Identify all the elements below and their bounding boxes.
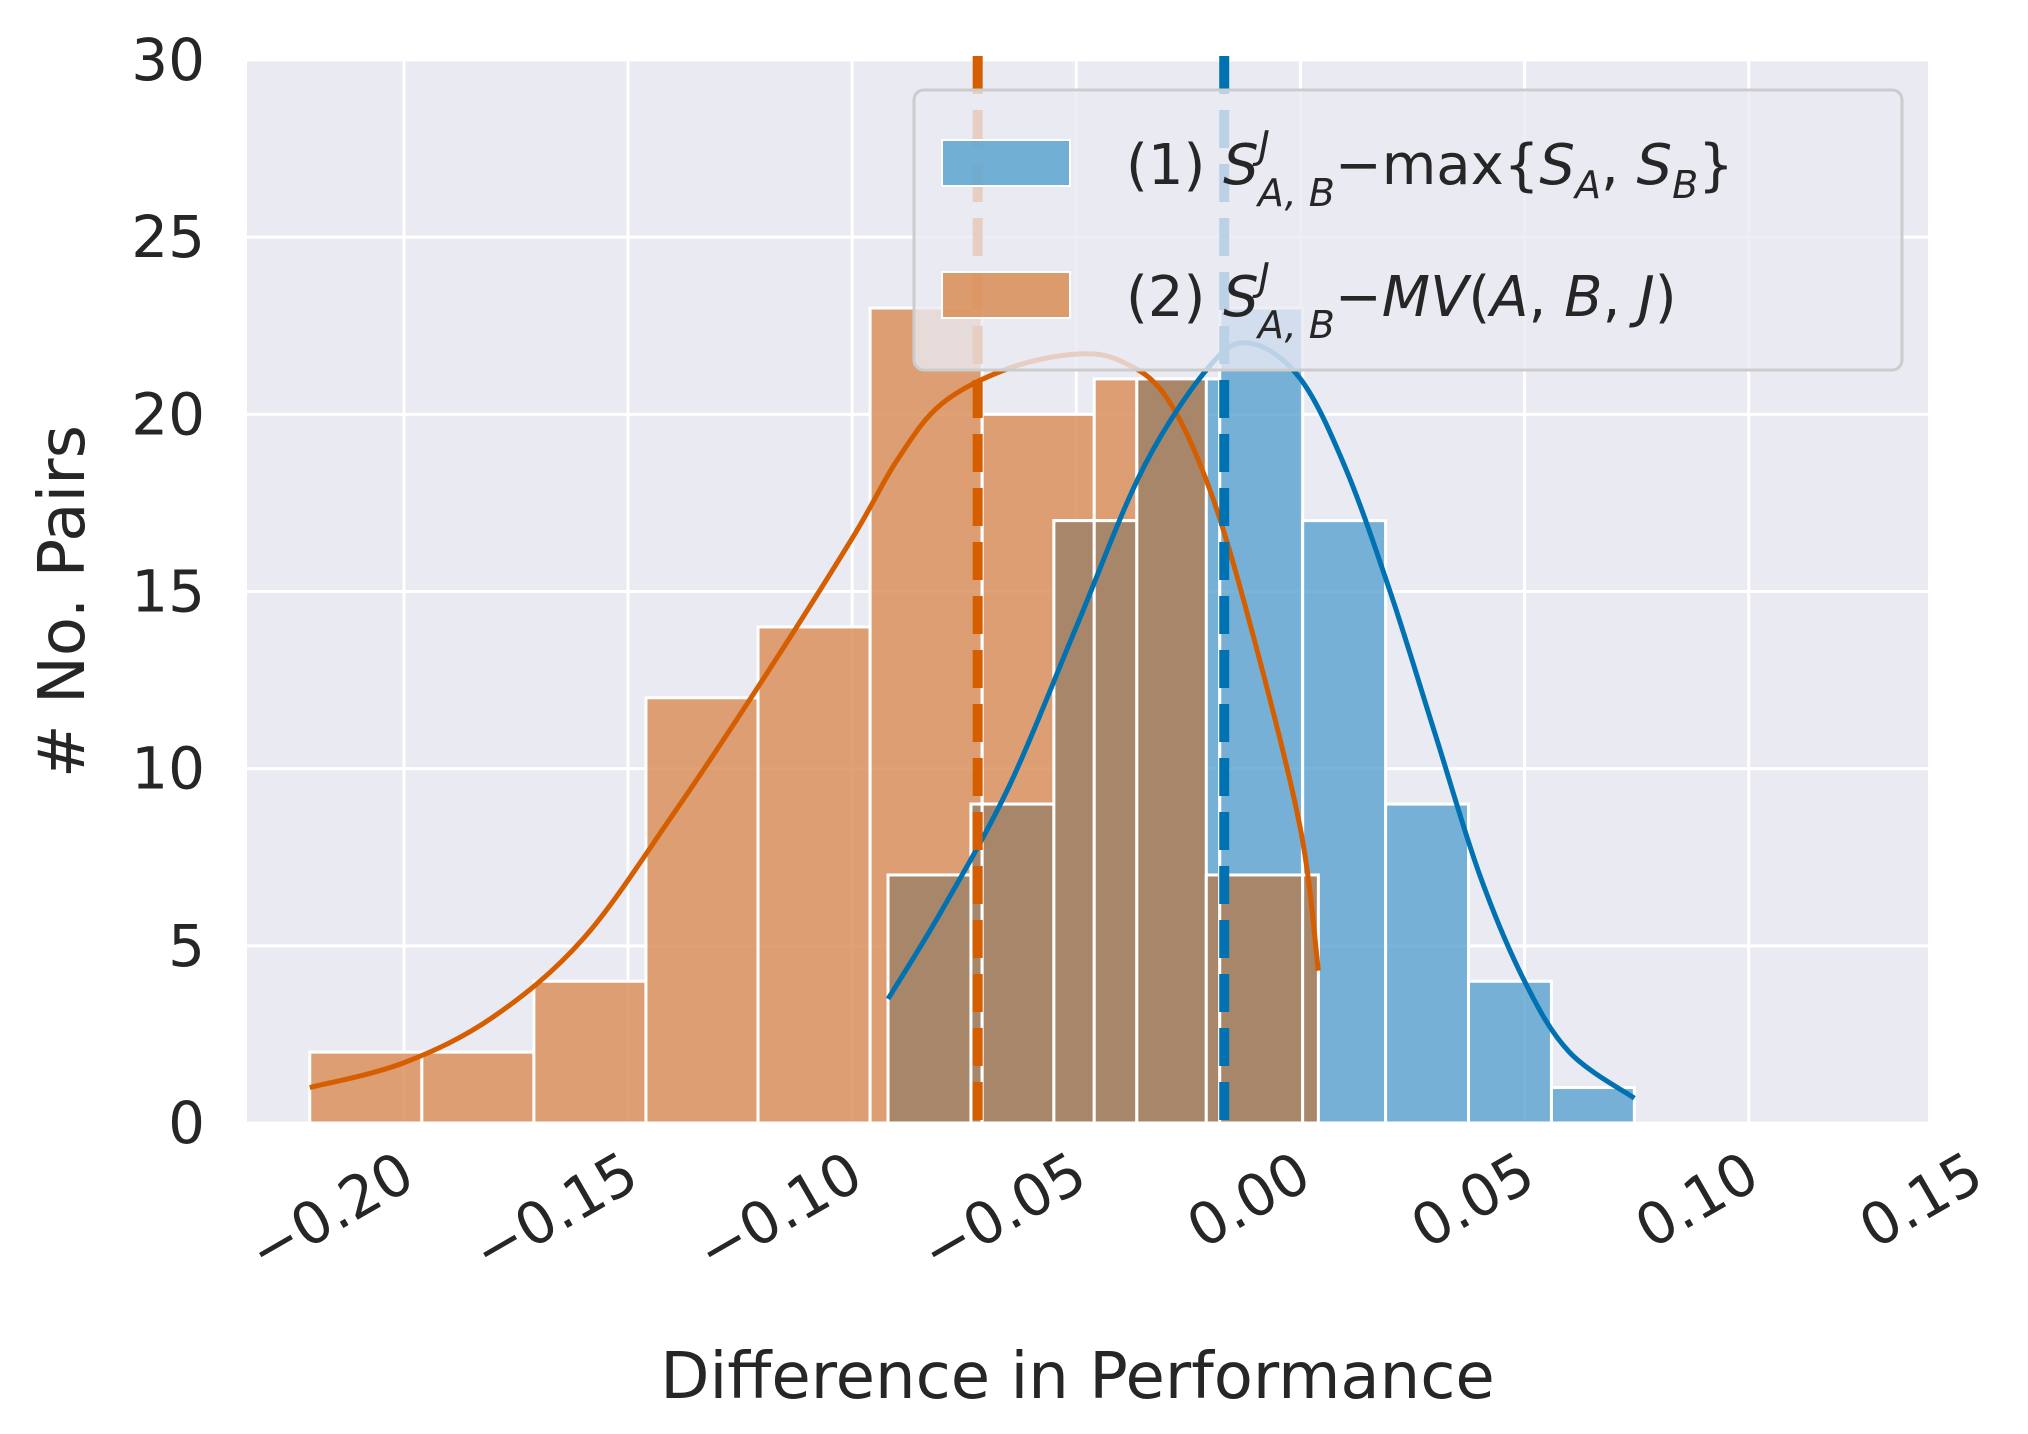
series-2-bar — [756, 625, 872, 1125]
x-tick-label: 0.00 — [1176, 1138, 1322, 1261]
x-tick-label: −0.10 — [685, 1138, 873, 1286]
legend-swatch-series-1 — [941, 139, 1071, 187]
y-tick-label: 5 — [168, 912, 205, 980]
x-tick-label: 0.15 — [1848, 1138, 1994, 1261]
overlap-bar — [980, 802, 1056, 1125]
overlap-bar — [1092, 519, 1139, 1125]
y-tick-labels: 0 5 10 15 20 25 30 — [131, 26, 205, 1157]
legend-label-series-2: (2) SJ A, B−MV(A, B, J) — [1126, 255, 1677, 347]
legend-box — [912, 88, 1904, 372]
x-tick-label: 0.10 — [1624, 1138, 1770, 1261]
y-tick-label: 20 — [131, 380, 205, 448]
y-tick-label: 10 — [131, 735, 205, 803]
y-tick-label: 25 — [131, 203, 205, 271]
series-1-bar — [1384, 802, 1471, 1125]
series-2-bar — [532, 979, 648, 1125]
x-tick-label: −0.05 — [909, 1138, 1097, 1286]
overlap-bar — [1218, 873, 1305, 1125]
legend-label-series-1: (1) SJ A, B−max{SA, SB} — [1126, 123, 1734, 215]
y-tick-label: 15 — [131, 558, 205, 626]
x-tick-label: 0.05 — [1400, 1138, 1546, 1261]
x-axis-title: Difference in Performance — [660, 1340, 1495, 1414]
kde-curves — [309, 340, 1636, 1101]
overlap-bar — [886, 873, 973, 1125]
series-1-kde-line — [885, 340, 1636, 1101]
series-1-bars — [886, 306, 1636, 1125]
x-tick-labels: −0.20 −0.15 −0.10 −0.05 0.00 0.05 0.10 0.15 — [237, 1138, 1994, 1286]
series-1-bar — [1467, 979, 1553, 1125]
series-2-bar — [644, 696, 760, 1125]
y-tick-label: 30 — [131, 26, 205, 94]
legend-swatch-series-2 — [941, 271, 1071, 319]
y-axis-title: # No. Pairs — [26, 425, 100, 778]
x-tick-label: −0.15 — [461, 1138, 649, 1286]
series-2-kde-line — [309, 351, 1321, 1090]
overlap-bar — [1052, 519, 1096, 1125]
overlap-bar — [1204, 873, 1222, 1125]
y-tick-label: 0 — [168, 1089, 205, 1157]
legend: (1) SJ A, B−max{SA, SB} (2) SJ A, B−MV(A, B… — [912, 88, 1904, 372]
x-tick-label: −0.20 — [237, 1138, 425, 1286]
series-1-bar — [1549, 1086, 1636, 1125]
series-2-bar — [420, 1050, 536, 1125]
overlap-bar — [1135, 377, 1208, 1125]
